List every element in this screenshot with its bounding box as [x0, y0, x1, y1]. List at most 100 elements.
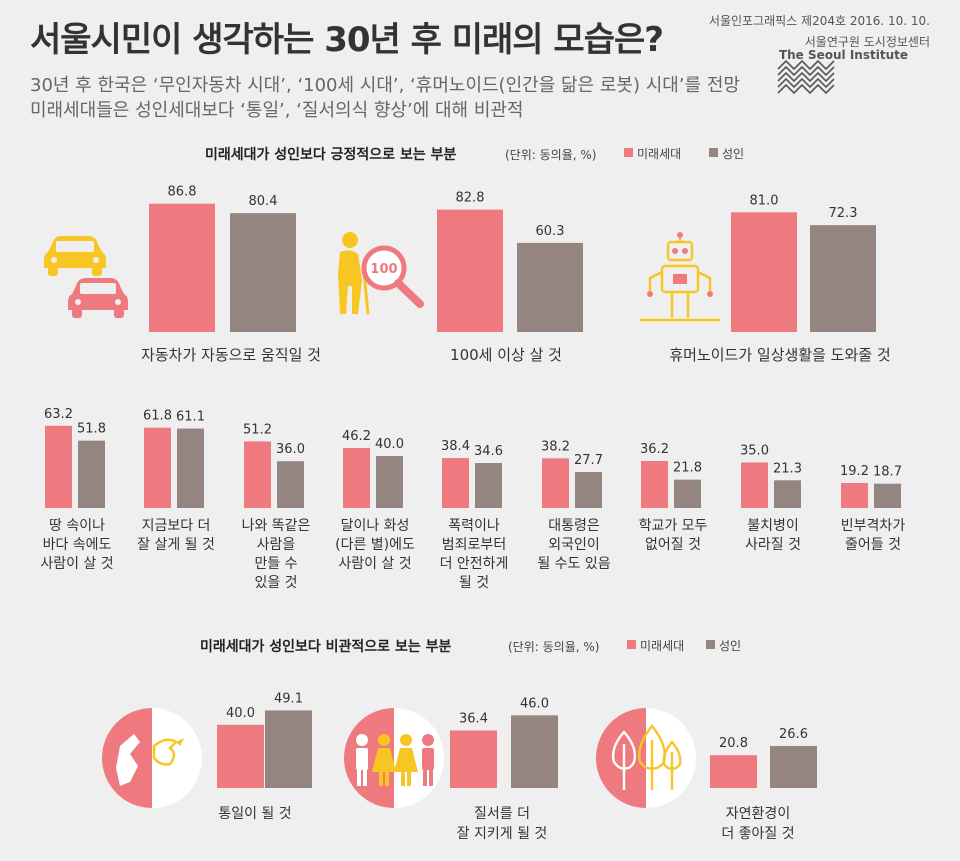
value-label-future: 36.2	[640, 442, 669, 457]
category-label: 있을 것	[254, 575, 297, 591]
bar-future	[542, 458, 569, 508]
value-label-adult: 61.1	[176, 410, 205, 425]
bar-adult	[475, 463, 502, 508]
bar-future	[841, 483, 868, 508]
bar-future	[442, 458, 469, 508]
bar-adult	[78, 440, 105, 508]
legend-adult-swatch	[709, 148, 718, 157]
value-label-adult: 40.0	[375, 437, 404, 452]
value-label-adult: 46.0	[520, 696, 549, 711]
category-label: 휴머노이드가 일상생활을 도와줄 것	[669, 346, 890, 364]
category-label: 외국인이	[548, 537, 600, 553]
value-label-future: 46.2	[342, 429, 371, 444]
subtitle-line-1: 30년 후 한국은 ‘무인자동차 시대’, ‘100세 시대’, ‘휴머노이드(…	[30, 75, 740, 96]
value-label-future: 63.2	[44, 407, 73, 422]
value-label-future: 19.2	[840, 464, 869, 479]
legend-future-swatch-2	[627, 640, 636, 649]
positive-section-unit: (단위: 동의율, %)	[505, 148, 597, 162]
bar-future	[217, 724, 264, 788]
value-label-future: 36.4	[459, 711, 488, 726]
bar-adult	[230, 213, 296, 332]
bar-adult	[774, 480, 801, 508]
bar-future	[45, 425, 72, 508]
bar-adult	[265, 710, 312, 788]
trees-icon	[596, 708, 696, 808]
value-label-adult: 18.7	[873, 465, 902, 480]
elderly-magnifier-icon: 100	[338, 232, 424, 315]
bar-adult	[674, 479, 701, 508]
value-label-adult: 49.1	[274, 691, 303, 706]
value-label-future: 35.0	[740, 444, 769, 459]
legend-future-swatch	[624, 148, 633, 157]
category-label: 자동차가 자동으로 움직일 것	[141, 346, 321, 364]
value-label-future: 86.8	[168, 185, 197, 200]
category-label: 빈부격차가	[841, 518, 906, 534]
bar-future	[641, 460, 668, 508]
category-label: 범죄로부터	[442, 537, 506, 553]
value-label-adult: 80.4	[249, 194, 278, 209]
negative-section-title: 미래세대가 성인보다 비관적으로 보는 부분	[200, 639, 452, 655]
value-label-adult: 27.7	[574, 453, 603, 468]
category-label: 나와 똑같은	[242, 518, 311, 534]
category-label: 될 것	[459, 575, 489, 591]
value-label-future: 82.8	[456, 191, 485, 206]
bar-future	[710, 755, 757, 788]
value-label-adult: 36.0	[276, 442, 305, 457]
bar-adult	[810, 225, 876, 332]
value-label-future: 40.0	[226, 706, 255, 721]
subtitle-line-2: 미래세대들은 성인세대보다 ‘통일’, ‘질서의식 향상’에 대해 비관적	[30, 100, 524, 121]
bar-future	[149, 203, 215, 332]
category-label: 줄어들 것	[845, 537, 901, 553]
bar-adult	[770, 745, 817, 788]
legend-future-label: 미래세대	[637, 147, 682, 161]
issue-info: 서울인포그래픽스 제204호 2016. 10. 10.	[708, 14, 930, 28]
seoul-institute-logo	[777, 59, 835, 95]
category-label: 더 안전하게	[440, 556, 509, 572]
bar-future	[244, 441, 271, 508]
bar-adult	[277, 461, 304, 508]
category-label: 학교가 모두	[639, 518, 708, 534]
bar-adult	[575, 471, 602, 508]
bar-future	[450, 730, 497, 788]
value-label-future: 51.2	[243, 422, 272, 437]
organization-name: 서울연구원 도시정보센터	[804, 35, 930, 49]
value-label-adult: 21.3	[773, 461, 802, 476]
bar-future	[343, 447, 370, 508]
category-label: 100세 이상 살 것	[450, 346, 562, 364]
legend-adult-swatch-2	[706, 640, 715, 649]
page-title: 서울시민이 생각하는 30년 후 미래의 모습은?	[30, 20, 664, 60]
category-label: 지금보다 더	[142, 518, 211, 534]
legend-adult-label: 성인	[722, 147, 745, 161]
category-label: 될 수도 있음	[537, 556, 610, 572]
bar-future	[144, 427, 171, 508]
category-label: 달이나 화성	[341, 518, 410, 534]
value-label-adult: 51.8	[77, 422, 106, 437]
legend-future-label-2: 미래세대	[640, 639, 685, 653]
category-label: 사람이 살 것	[338, 556, 411, 572]
category-label: 더 좋아질 것	[721, 826, 794, 842]
korea-dove-icon	[102, 708, 202, 808]
bar-adult	[511, 715, 558, 788]
category-label: (다른 별)에도	[335, 537, 415, 553]
category-label: 불치병이	[747, 518, 799, 534]
category-label: 땅 속이나	[49, 518, 105, 534]
category-label: 만들 수	[254, 556, 297, 572]
category-label: 없어질 것	[645, 537, 701, 553]
category-label: 자연환경이	[726, 806, 790, 822]
category-label: 대통령은	[548, 518, 600, 534]
category-label: 바다 속에도	[43, 537, 112, 553]
category-label: 사람을	[257, 537, 296, 553]
robot-icon	[640, 232, 720, 322]
value-label-future: 81.0	[750, 193, 779, 208]
value-label-future: 61.8	[143, 409, 172, 424]
bar-adult	[177, 428, 204, 508]
bar-future	[741, 462, 768, 508]
bar-future	[437, 209, 503, 332]
100-text: 100	[370, 262, 397, 277]
value-label-future: 38.4	[441, 439, 470, 454]
category-label: 사람이 살 것	[40, 556, 113, 572]
value-label-future: 38.2	[541, 439, 570, 454]
value-label-adult: 34.6	[474, 444, 503, 459]
value-label-adult: 21.8	[673, 461, 702, 476]
